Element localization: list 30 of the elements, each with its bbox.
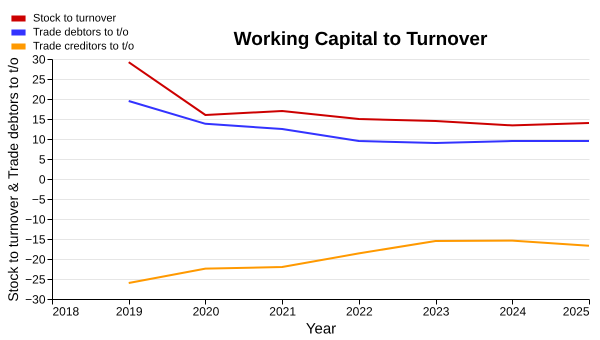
x-tick-label: 2018	[52, 304, 80, 318]
line-series	[128, 100, 590, 144]
y-tick-label: 5	[38, 152, 46, 166]
x-tick-label: 2022	[346, 304, 374, 318]
x-tick-label: 2019	[116, 304, 143, 318]
x-tick-label: 2021	[269, 304, 296, 318]
line-series	[128, 240, 590, 284]
y-tick-label: 10	[32, 132, 46, 146]
y-tick-label: −5	[32, 192, 46, 206]
x-tick-label: 2023	[422, 304, 450, 318]
y-tick-label: −20	[25, 252, 46, 266]
y-axis-title: Stock to turnover & Trade debtors to t/o	[5, 57, 22, 302]
y-tick-label: −25	[25, 272, 46, 286]
legend-label: Trade creditors to t/o	[33, 40, 134, 52]
x-tick-label: 2020	[192, 304, 220, 318]
y-tick-label: −15	[25, 232, 46, 246]
x-axis-title: Year	[306, 320, 336, 338]
y-tick-label: −30	[25, 292, 46, 306]
legend-label: Trade debtors to t/o	[33, 26, 129, 38]
y-tick-label: 25	[32, 72, 46, 86]
y-tick-label: 0	[38, 172, 46, 186]
x-tick-label: 2025	[562, 304, 590, 318]
y-tick-label: 15	[32, 112, 46, 126]
y-tick-label: −10	[25, 212, 46, 226]
y-tick-label: 20	[32, 92, 46, 106]
y-tick-label: 30	[32, 52, 46, 66]
chart-title: Working Capital to Turnover	[234, 29, 488, 50]
x-tick-label: 2024	[499, 304, 526, 318]
legend-label: Stock to turnover	[33, 12, 116, 24]
line-series	[128, 61, 590, 126]
